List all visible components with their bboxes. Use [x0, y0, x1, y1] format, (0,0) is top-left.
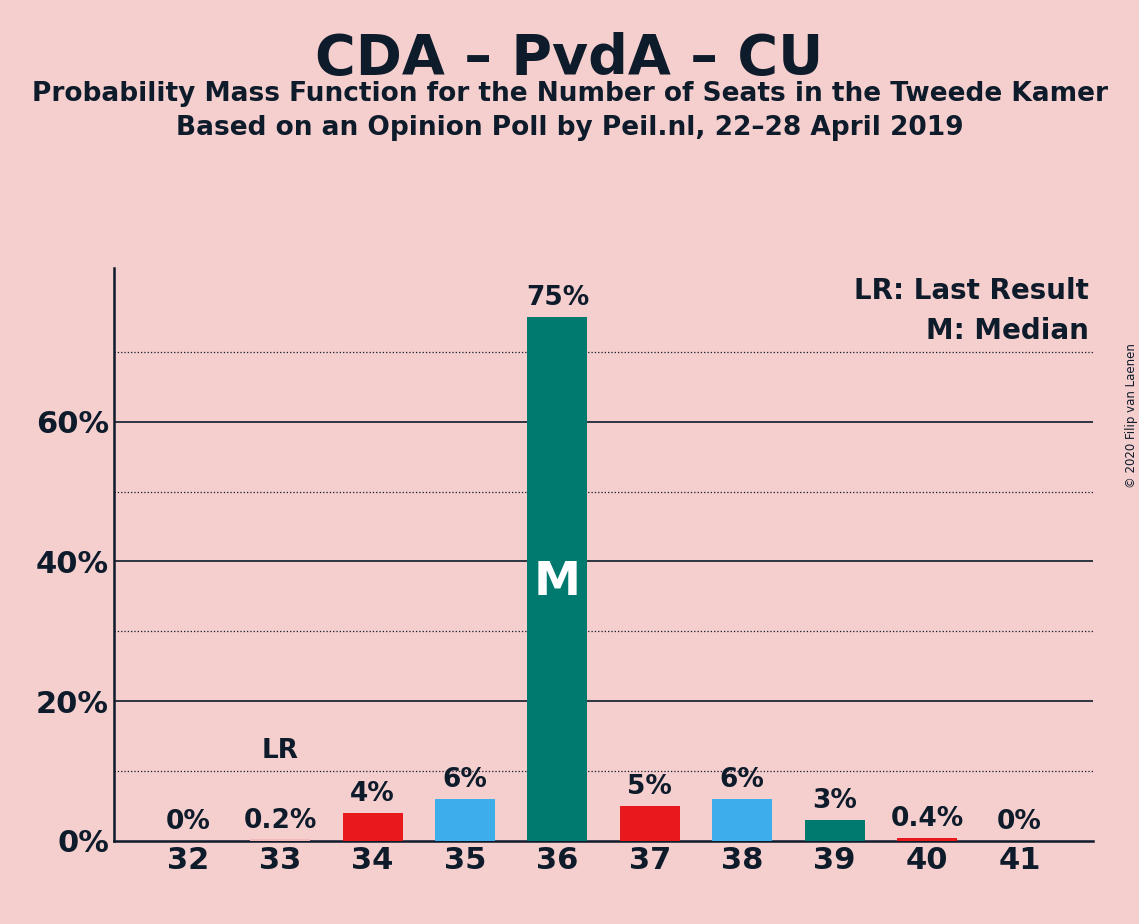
Bar: [898, 838, 957, 841]
Text: CDA – PvdA – CU: CDA – PvdA – CU: [316, 32, 823, 86]
Text: 0%: 0%: [165, 809, 211, 835]
Bar: [343, 813, 403, 841]
Text: M: M: [534, 560, 581, 605]
Text: LR: Last Result: LR: Last Result: [853, 276, 1089, 305]
Text: 0.4%: 0.4%: [891, 807, 964, 833]
Bar: [527, 317, 588, 841]
Text: 4%: 4%: [351, 782, 395, 808]
Bar: [620, 806, 680, 841]
Bar: [435, 799, 495, 841]
Text: Probability Mass Function for the Number of Seats in the Tweede Kamer: Probability Mass Function for the Number…: [32, 81, 1107, 107]
Text: LR: LR: [262, 738, 298, 764]
Text: 6%: 6%: [720, 767, 764, 794]
Bar: [712, 799, 772, 841]
Text: Based on an Opinion Poll by Peil.nl, 22–28 April 2019: Based on an Opinion Poll by Peil.nl, 22–…: [175, 115, 964, 140]
Text: 6%: 6%: [443, 767, 487, 794]
Text: © 2020 Filip van Laenen: © 2020 Filip van Laenen: [1124, 344, 1138, 488]
Text: M: Median: M: Median: [926, 317, 1089, 345]
Text: 5%: 5%: [628, 774, 672, 800]
Text: 0%: 0%: [997, 809, 1042, 835]
Text: 75%: 75%: [526, 286, 589, 311]
Text: 0.2%: 0.2%: [244, 808, 317, 833]
Bar: [804, 820, 865, 841]
Bar: [251, 839, 310, 841]
Text: 3%: 3%: [812, 788, 858, 814]
